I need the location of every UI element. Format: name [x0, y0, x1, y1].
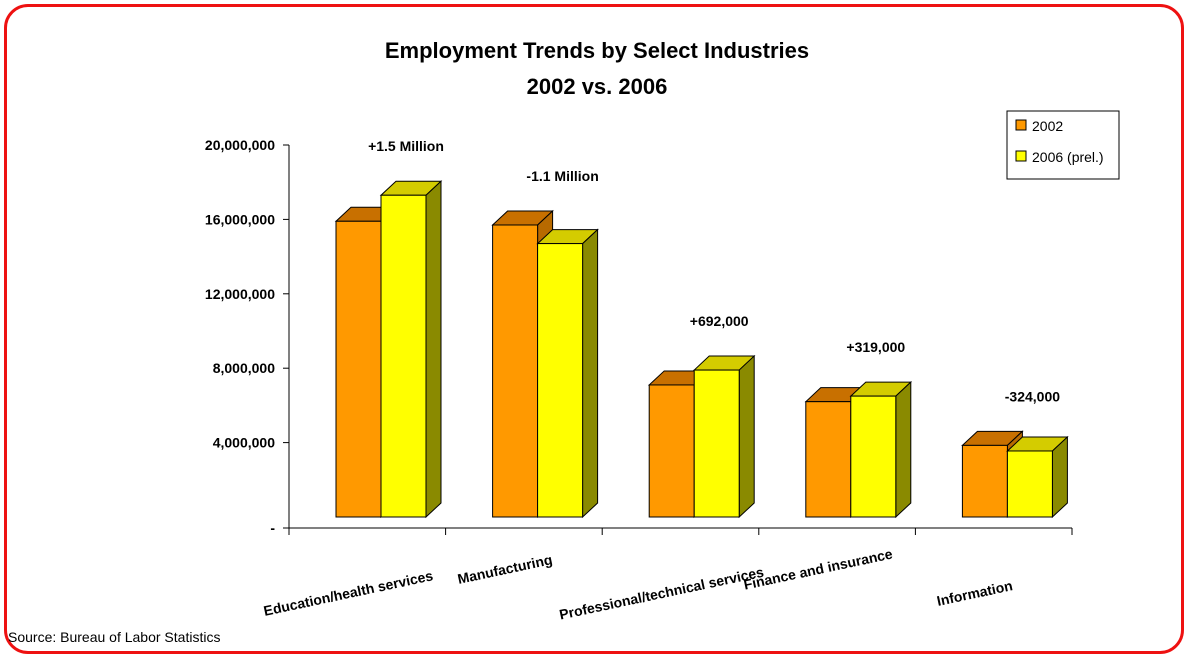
- change-annotation: +692,000: [690, 313, 749, 329]
- change-annotation: +319,000: [846, 339, 905, 355]
- bar-front-face: [537, 243, 584, 518]
- bar-side-face: [582, 228, 599, 519]
- bar-2006: [536, 228, 599, 519]
- bar-2006: [692, 354, 756, 519]
- category-label: Information: [935, 577, 1014, 609]
- bar-2006: [849, 380, 913, 519]
- legend-swatch-2006: [1015, 150, 1027, 162]
- bar-side-face: [425, 180, 442, 519]
- legend-box: [1006, 110, 1120, 180]
- bar-side-face: [1051, 435, 1068, 519]
- y-tick-label: -: [270, 520, 275, 536]
- y-tick-group: - 4,000,000 8,000,000 12,000,000 16,000,000 2…: [205, 137, 289, 536]
- legend-swatch-2002: [1015, 119, 1027, 131]
- bar-group: [334, 180, 1069, 519]
- bar-front-face: [380, 194, 427, 518]
- bar-2006: [1006, 435, 1069, 519]
- change-annotation: +1.5 Million: [368, 138, 444, 154]
- y-tick-label: 4,000,000: [213, 435, 275, 451]
- category-label-group: Education/health services Manufacturing Pr…: [262, 545, 1014, 622]
- legend-label-2002: 2002: [1032, 118, 1063, 134]
- bar-front-face: [335, 220, 382, 518]
- category-label: Professional/technical services: [558, 564, 766, 623]
- category-label: Finance and insurance: [742, 545, 894, 592]
- category-label: Manufacturing: [456, 551, 554, 587]
- bar-2006: [379, 180, 443, 519]
- y-tick-label: 20,000,000: [205, 137, 275, 153]
- y-tick-label: 16,000,000: [205, 211, 275, 227]
- bar-side-face: [738, 354, 755, 519]
- chart-title: Employment Trends by Select Industries: [385, 38, 809, 63]
- bar-front-face: [648, 384, 695, 518]
- y-tick-label: 8,000,000: [213, 360, 275, 376]
- bar-front-face: [1006, 450, 1053, 518]
- bar-front-face: [805, 401, 852, 518]
- bar-side-face: [895, 380, 912, 519]
- chart-subtitle: 2002 vs. 2006: [527, 74, 668, 99]
- y-tick-label: 12,000,000: [205, 286, 275, 302]
- change-annotation: -324,000: [1005, 388, 1060, 404]
- legend-label-2006: 2006 (prel.): [1032, 149, 1104, 165]
- source-note: Source: Bureau of Labor Statistics: [8, 629, 220, 645]
- bar-front-face: [961, 444, 1008, 518]
- bar-front-face: [850, 395, 897, 518]
- annotation-group: +1.5 Million -1.1 Million +692,000 +319,000…: [368, 138, 1060, 404]
- change-annotation: -1.1 Million: [526, 168, 598, 184]
- bar-front-face: [492, 224, 539, 518]
- legend: 2002 2006 (prel.): [1006, 110, 1120, 180]
- category-label: Education/health services: [262, 567, 434, 619]
- x-tick-group: [288, 528, 1073, 535]
- bar-front-face: [693, 369, 740, 518]
